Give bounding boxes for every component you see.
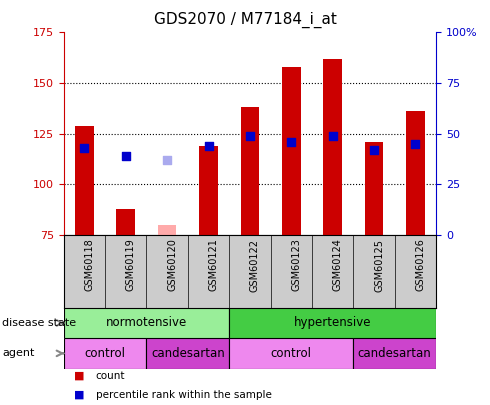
Text: GSM60118: GSM60118 [84, 239, 95, 291]
Point [329, 132, 337, 139]
Text: ■: ■ [74, 371, 84, 381]
Bar [158, 225, 176, 235]
Bar [199, 146, 218, 235]
Text: GSM60120: GSM60120 [167, 239, 177, 292]
Bar [64, 308, 229, 338]
Text: control: control [271, 347, 312, 360]
Bar [229, 308, 436, 338]
Bar [75, 126, 94, 235]
Point [246, 132, 254, 139]
Text: candesartan: candesartan [151, 347, 225, 360]
Text: GSM60122: GSM60122 [250, 239, 260, 292]
Bar [229, 338, 353, 369]
Bar [147, 338, 229, 369]
Point [163, 157, 171, 163]
Text: hypertensive: hypertensive [294, 316, 371, 330]
Text: GSM60126: GSM60126 [416, 239, 425, 292]
Text: count: count [96, 371, 125, 381]
Text: normotensive: normotensive [106, 316, 187, 330]
Text: GSM60123: GSM60123 [291, 239, 301, 292]
Text: ■: ■ [74, 390, 84, 400]
Point [287, 139, 295, 145]
Point [205, 143, 213, 149]
Bar [353, 338, 436, 369]
Point [122, 153, 130, 159]
Point [370, 147, 378, 153]
Text: disease state: disease state [2, 318, 76, 328]
Bar [64, 338, 147, 369]
Text: percentile rank within the sample: percentile rank within the sample [96, 390, 271, 400]
Bar [282, 67, 300, 235]
Point [412, 141, 419, 147]
Text: GSM60125: GSM60125 [374, 239, 384, 292]
Text: GSM60119: GSM60119 [126, 239, 136, 291]
Bar [365, 142, 383, 235]
Text: GDS2070 / M77184_i_at: GDS2070 / M77184_i_at [153, 12, 337, 28]
Text: GSM60121: GSM60121 [209, 239, 219, 292]
Bar [117, 209, 135, 235]
Bar [323, 59, 342, 235]
Text: control: control [85, 347, 125, 360]
Text: GSM60124: GSM60124 [333, 239, 343, 292]
Text: agent: agent [2, 348, 35, 358]
Text: candesartan: candesartan [358, 347, 432, 360]
Bar [406, 111, 425, 235]
Bar [241, 107, 259, 235]
Point [80, 145, 88, 151]
